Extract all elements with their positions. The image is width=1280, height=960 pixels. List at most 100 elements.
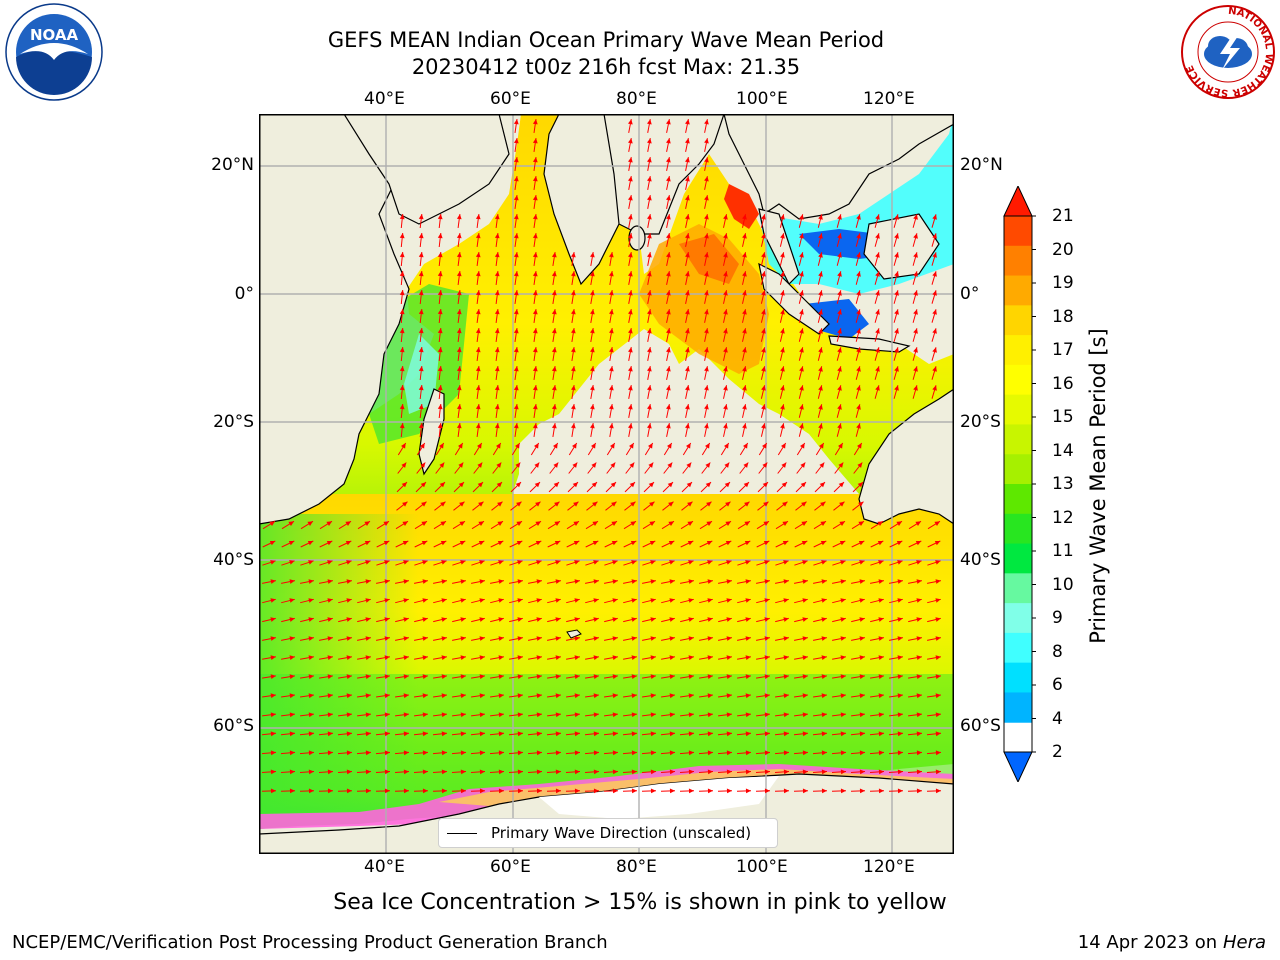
wave-arrow-head: [270, 617, 276, 622]
wave-arrow-head: [706, 541, 713, 546]
wave-arrow-head: [441, 712, 447, 718]
wave-arrow-head: [479, 655, 485, 660]
wave-arrow-head: [574, 769, 580, 775]
wave-arrow-head: [666, 347, 671, 353]
wave-arrow-head: [837, 385, 842, 391]
legend-line-swatch: [447, 832, 477, 834]
wave-arrow-head: [532, 233, 538, 239]
wave-arrow-head: [707, 617, 713, 622]
wave-arrow-head: [628, 195, 633, 201]
wave-arrow-head: [743, 462, 749, 468]
wave-arrow-head: [707, 769, 713, 775]
wave-arrow-head: [270, 769, 276, 775]
wave-arrow-head: [819, 482, 825, 488]
wave-arrow-head: [650, 579, 656, 584]
wave-arrow-head: [517, 674, 523, 679]
wave-arrow-head: [650, 693, 656, 699]
wave-arrow-head: [628, 138, 633, 144]
wave-arrow-head: [685, 366, 690, 372]
wave-arrow-head: [821, 788, 827, 794]
wave-arrow-head: [384, 560, 390, 565]
wave-arrow-head: [761, 385, 766, 391]
wave-arrow-head: [403, 598, 409, 603]
wave-arrow-head: [688, 579, 694, 584]
wave-arrow-head: [437, 347, 443, 353]
wave-arrow-head: [571, 366, 576, 372]
wave-arrow-head: [800, 443, 805, 449]
wave-arrow-head: [441, 598, 447, 603]
wave-arrow-head: [666, 271, 671, 277]
wave-arrow-head: [593, 674, 599, 679]
wave-arrow-head: [688, 750, 694, 756]
wave-arrow-head: [612, 655, 618, 660]
wave-arrow-head: [688, 598, 694, 603]
wave-arrow-head: [782, 541, 789, 546]
wave-arrow-head: [686, 482, 692, 488]
wave-arrow-head: [856, 271, 861, 277]
wave-arrow-head: [685, 328, 690, 334]
wave-arrow-head: [781, 482, 787, 488]
lon-tick-top-60e: 60°E: [490, 89, 531, 109]
wave-arrow-head: [289, 598, 295, 603]
wave-arrow-head: [479, 712, 485, 718]
wave-arrow-head: [475, 233, 481, 239]
wave-arrow-head: [726, 617, 732, 622]
wave-arrow-head: [517, 617, 523, 622]
wave-arrow-head: [723, 252, 728, 258]
wave-arrow-head: [365, 636, 371, 641]
wave-arrow-head: [590, 309, 595, 315]
wave-arrow-head: [647, 138, 652, 144]
wave-arrow-head: [365, 617, 371, 622]
arabia: [343, 114, 510, 225]
map-panel: [259, 114, 954, 854]
wave-arrow-head: [894, 233, 899, 239]
lat-tick-right-60s: 60°S: [960, 716, 1001, 736]
wave-arrow-head: [308, 617, 314, 622]
wave-arrow-head: [327, 617, 333, 622]
wave-arrow-head: [536, 769, 542, 775]
wave-arrow-head: [799, 233, 804, 239]
wave-arrow-head: [609, 366, 614, 372]
wave-arrow-head: [666, 423, 671, 429]
wave-arrow-head: [327, 693, 333, 699]
borneo: [863, 213, 940, 280]
colorbar-swatch: [1004, 424, 1032, 455]
wave-arrow-head: [591, 482, 597, 488]
wave-arrow-head: [820, 541, 827, 546]
wave-arrow-head: [818, 328, 823, 334]
wave-arrow-head: [513, 195, 519, 201]
wave-arrow-head: [685, 176, 690, 182]
wave-arrow-head: [859, 655, 865, 660]
wave-arrow-head: [821, 617, 827, 622]
wave-arrow-head: [802, 598, 808, 603]
wave-arrow-head: [270, 674, 276, 679]
wave-arrow-head: [704, 176, 709, 182]
wave-arrow-head: [418, 366, 424, 372]
lat-tick-left-60s: 60°S: [213, 716, 254, 736]
wave-arrow-head: [346, 750, 352, 756]
wave-arrow-head: [894, 385, 899, 391]
wave-arrow-head: [515, 443, 520, 449]
wave-arrow-head: [532, 271, 538, 277]
wave-arrow-head: [726, 769, 732, 775]
wave-arrow-head: [894, 347, 899, 353]
wave-arrow-head: [437, 233, 443, 239]
wave-arrow-head: [532, 423, 538, 429]
colorbar-tick-label: 13: [1052, 474, 1074, 494]
colorbar-swatch: [1004, 603, 1032, 634]
wave-arrow-head: [365, 750, 371, 756]
wave-arrow-head: [894, 309, 899, 315]
wave-arrow-head: [688, 674, 694, 679]
wave-arrow-head: [459, 521, 465, 526]
wave-arrow-head: [799, 271, 804, 277]
wave-arrow-head: [551, 328, 557, 334]
wave-arrow-head: [856, 233, 861, 239]
wave-arrow-head: [532, 347, 538, 353]
wave-arrow-head: [346, 674, 352, 679]
wave-arrow-head: [894, 328, 899, 334]
wave-arrow-head: [460, 655, 466, 660]
wave-arrow-head: [384, 693, 390, 699]
wave-arrow-head: [915, 521, 921, 526]
wave-arrow-head: [742, 309, 747, 315]
wave-arrow-head: [783, 560, 789, 565]
